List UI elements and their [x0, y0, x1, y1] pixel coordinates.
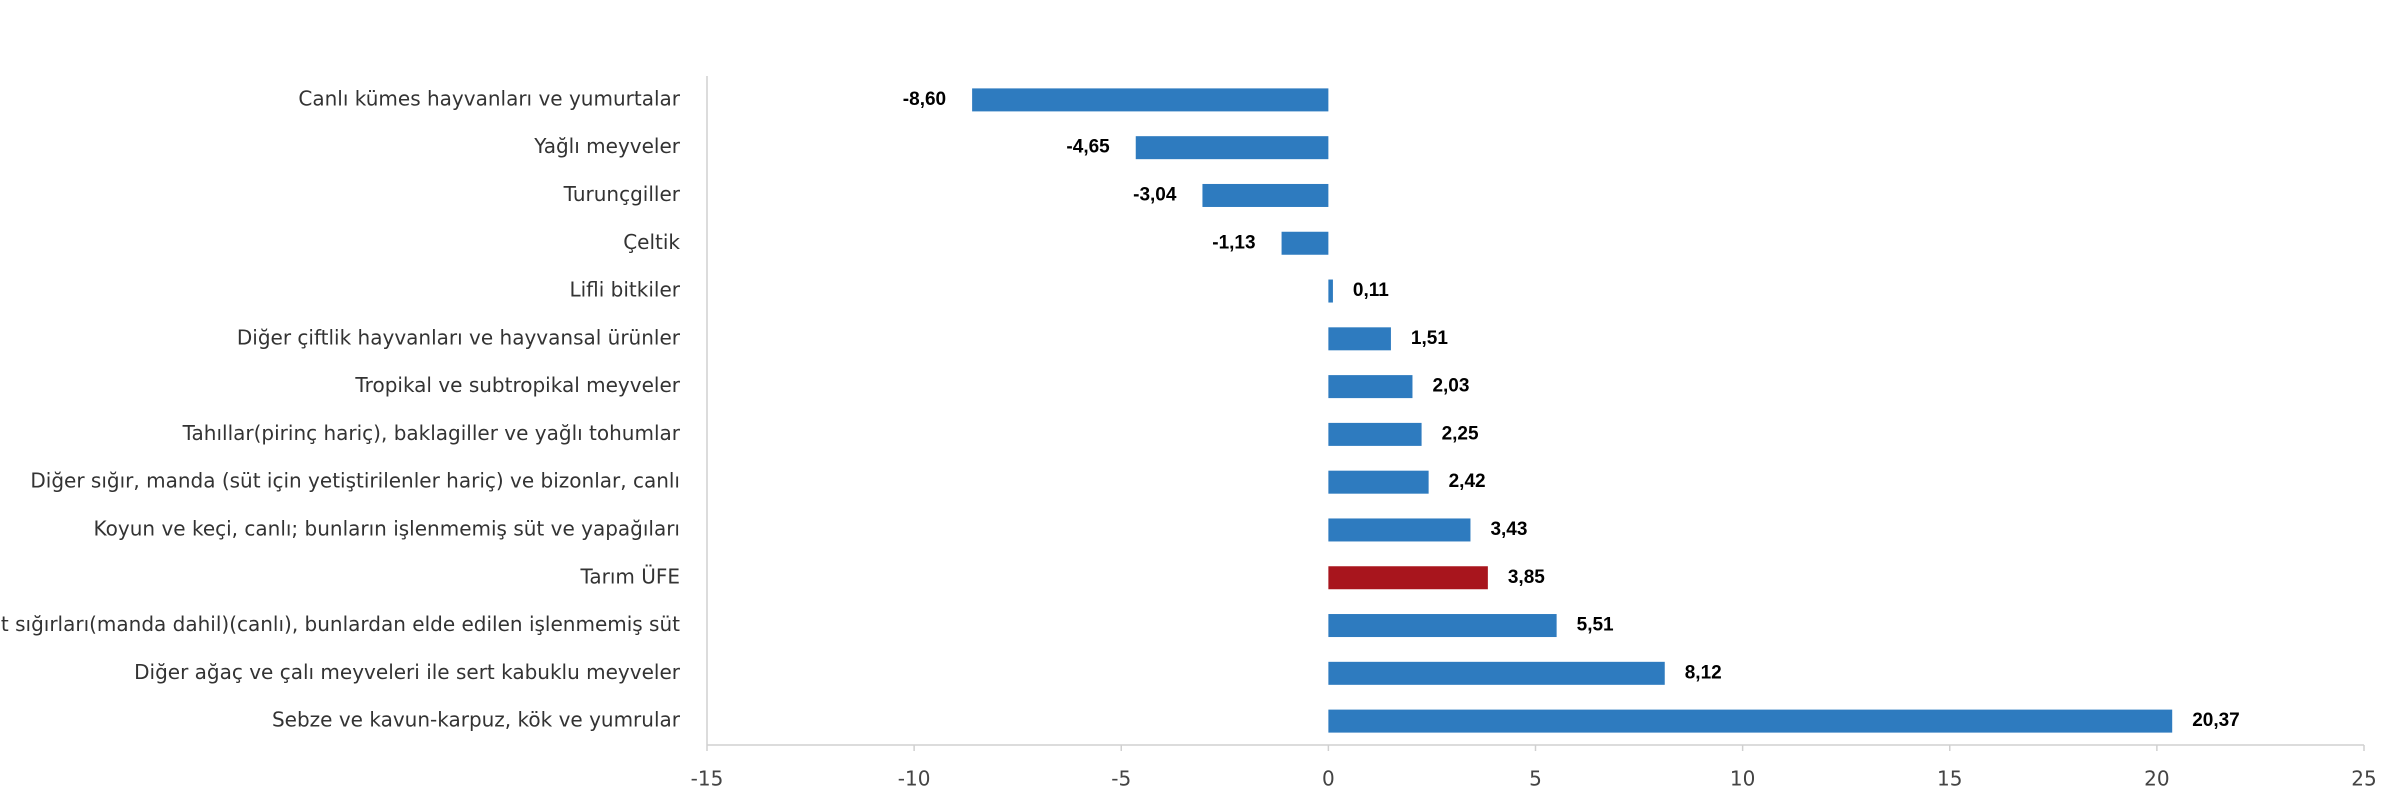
bar: [1202, 183, 1329, 207]
x-tick-label: 5: [1529, 767, 1542, 791]
bar: [1328, 566, 1488, 590]
value-label: -8,60: [903, 89, 946, 110]
bar: [1328, 661, 1665, 685]
bar: [1328, 422, 1422, 446]
value-label: 3,43: [1490, 519, 1527, 540]
value-label: 2,03: [1432, 376, 1469, 397]
category-label: Lifli bitkiler: [569, 278, 680, 302]
bar: [1328, 470, 1429, 494]
bar: [1135, 136, 1329, 160]
category-label: Sebze ve kavun-karpuz, kök ve yumrular: [272, 708, 681, 732]
bar: [1328, 518, 1471, 542]
bar: [1328, 327, 1391, 351]
x-tick-label: -5: [1111, 767, 1131, 791]
category-label: Tropikal ve subtropikal meyveler: [354, 373, 680, 397]
category-label: Diğer çiftlik hayvanları ve hayvansal ür…: [237, 325, 681, 349]
value-label: -3,04: [1133, 184, 1177, 205]
x-tick-label: 0: [1322, 767, 1335, 791]
x-tick-label: 20: [2144, 767, 2169, 791]
bar: [972, 88, 1329, 112]
x-tick-label: 15: [1937, 767, 1962, 791]
category-label: Koyun ve keçi, canlı; bunların işlenmemi…: [94, 516, 680, 540]
bar: [1328, 614, 1557, 638]
value-label: 20,37: [2192, 710, 2240, 731]
x-tick-label: -10: [898, 767, 931, 791]
value-label: -4,65: [1066, 137, 1110, 158]
category-label: Turunçgiller: [563, 182, 681, 206]
bar: [1281, 231, 1329, 255]
category-label: Tahıllar(pirinç hariç), baklagiller ve y…: [182, 421, 681, 445]
value-label: 1,51: [1411, 328, 1448, 349]
value-label: -1,13: [1212, 232, 1255, 253]
bar: [1328, 279, 1333, 303]
category-label: Tarım ÜFE: [579, 564, 680, 588]
category-label: Diğer sığır, manda (süt için yetiştirile…: [30, 469, 680, 493]
value-label: 5,51: [1577, 615, 1614, 636]
value-label: 8,12: [1685, 662, 1722, 683]
x-tick-label: 10: [1730, 767, 1755, 791]
category-label: Süt sığırları(manda dahil)(canlı), bunla…: [0, 612, 680, 636]
value-label: 3,85: [1508, 567, 1545, 588]
category-label: Çeltik: [623, 230, 680, 254]
bar: [1328, 375, 1413, 399]
value-label: 0,11: [1353, 280, 1389, 301]
x-tick-label: -15: [691, 767, 724, 791]
value-label: 2,25: [1442, 423, 1479, 444]
bar: [1328, 709, 2173, 733]
category-label: Canlı kümes hayvanları ve yumurtalar: [298, 86, 680, 110]
category-label: Yağlı meyveler: [533, 134, 681, 158]
value-label: 2,42: [1449, 471, 1486, 492]
x-tick-label: 25: [2351, 767, 2376, 791]
category-label: Diğer ağaç ve çalı meyveleri ile sert ka…: [134, 660, 681, 684]
